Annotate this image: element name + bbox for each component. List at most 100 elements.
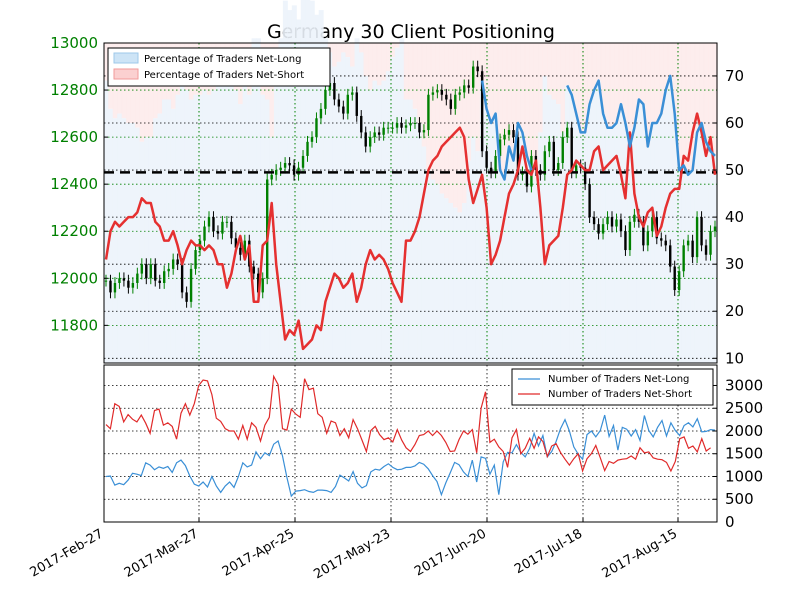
short-shade — [139, 43, 145, 142]
long-shade — [672, 113, 678, 364]
candle-body — [489, 167, 493, 173]
candle-body — [194, 250, 197, 269]
short-shade — [466, 43, 472, 161]
long-shade — [667, 75, 673, 364]
candle-body — [601, 224, 605, 234]
candle-body — [467, 85, 470, 88]
candle-body — [360, 115, 363, 133]
long-shade — [439, 193, 445, 363]
count-tick-label: 1000 — [725, 467, 763, 485]
candle-body — [615, 219, 618, 227]
long-shade — [363, 75, 369, 364]
long-shade — [148, 137, 154, 363]
candle-body — [310, 137, 314, 142]
long-shade — [542, 75, 548, 364]
candle-body — [328, 83, 332, 91]
candle-body — [257, 273, 260, 293]
long-shade — [121, 118, 127, 363]
pct-tick-label: 10 — [725, 349, 744, 367]
long-shade — [291, 5, 297, 364]
legend-count-long-label: Number of Traders Net-Long — [548, 374, 689, 385]
short-shade — [341, 43, 347, 53]
candle-body — [409, 123, 412, 126]
pct-tick-label: 70 — [725, 67, 744, 85]
candle-body — [583, 167, 587, 185]
pct-net-long-line — [480, 74, 716, 181]
candle-body — [118, 278, 121, 283]
short-shade — [614, 43, 620, 123]
candle-body — [301, 155, 305, 168]
candle-body — [131, 283, 135, 288]
long-shade — [381, 80, 387, 363]
candle-body — [570, 127, 573, 173]
short-shade — [708, 43, 714, 152]
candle-body — [292, 165, 296, 175]
short-shade — [672, 43, 678, 114]
short-shade — [627, 43, 633, 147]
long-shade — [403, 99, 409, 364]
long-shade — [690, 170, 696, 363]
candle-body — [274, 170, 278, 175]
candle-body — [633, 214, 636, 222]
long-shade — [179, 75, 185, 364]
candle-body — [628, 221, 632, 251]
candle-body — [471, 66, 475, 88]
candle-body — [319, 108, 323, 119]
top-panel: 11800 12000 12200 12400 12600 12800 13000 10 20… — [50, 0, 744, 367]
price-axis: 11800 12000 12200 12400 12600 12800 13000 — [50, 34, 108, 334]
long-shade — [376, 85, 382, 364]
long-shade — [323, 38, 329, 363]
long-shade — [538, 132, 544, 363]
candle-body — [212, 217, 215, 232]
candle-body — [422, 130, 426, 133]
candle-body — [136, 273, 139, 283]
long-shade — [327, 52, 333, 363]
short-shade — [144, 43, 150, 138]
long-shade — [502, 179, 508, 363]
short-shade — [390, 43, 396, 58]
legend-count-short-label: Number of Traders Net-Short — [548, 389, 692, 400]
long-shade — [350, 66, 356, 363]
long-shade — [573, 113, 579, 364]
candle-body — [669, 245, 672, 267]
top-legend: Percentage of Traders Net-Long Percentag… — [107, 47, 331, 87]
long-shade — [153, 118, 158, 363]
candle-body — [122, 278, 126, 281]
candle-body — [324, 90, 327, 109]
candle-body — [592, 217, 596, 225]
short-shade — [493, 43, 499, 114]
long-shade — [296, 19, 302, 364]
short-shade — [600, 43, 606, 114]
short-shade — [448, 43, 454, 203]
chart-title: Germany 30 Client Positioning — [267, 21, 555, 43]
short-shade — [372, 43, 378, 81]
candle-body — [503, 134, 506, 140]
candle-body — [476, 66, 479, 72]
long-shade — [229, 66, 235, 363]
candle-body — [404, 125, 408, 128]
short-shade — [506, 43, 512, 147]
candle-body — [651, 217, 654, 232]
legend-net-long-label: Percentage of Traders Net-Long — [144, 54, 302, 65]
short-shade — [645, 43, 651, 147]
date-tick-label: 2017-May-23 — [311, 526, 393, 582]
long-shade — [493, 113, 499, 364]
long-shade — [309, 0, 315, 363]
bottom-panel: 0 500 1000 1500 2000 2500 3000 Number of Trade… — [103, 364, 763, 531]
long-shade — [426, 170, 432, 363]
candle-body — [221, 221, 224, 234]
candle-body — [109, 280, 112, 293]
legend-net-short-label: Percentage of Traders Net-Short — [144, 70, 304, 81]
short-shade — [520, 43, 526, 133]
candle-body — [127, 280, 130, 288]
short-shade — [542, 43, 548, 76]
candle-body — [252, 266, 255, 274]
long-shade — [103, 80, 109, 363]
candle-body — [512, 130, 515, 138]
candle-body — [574, 165, 578, 173]
candle-body — [682, 245, 685, 272]
long-shade — [197, 94, 203, 363]
short-shade — [408, 43, 414, 100]
short-shade — [712, 43, 718, 156]
candle-body — [306, 141, 309, 156]
